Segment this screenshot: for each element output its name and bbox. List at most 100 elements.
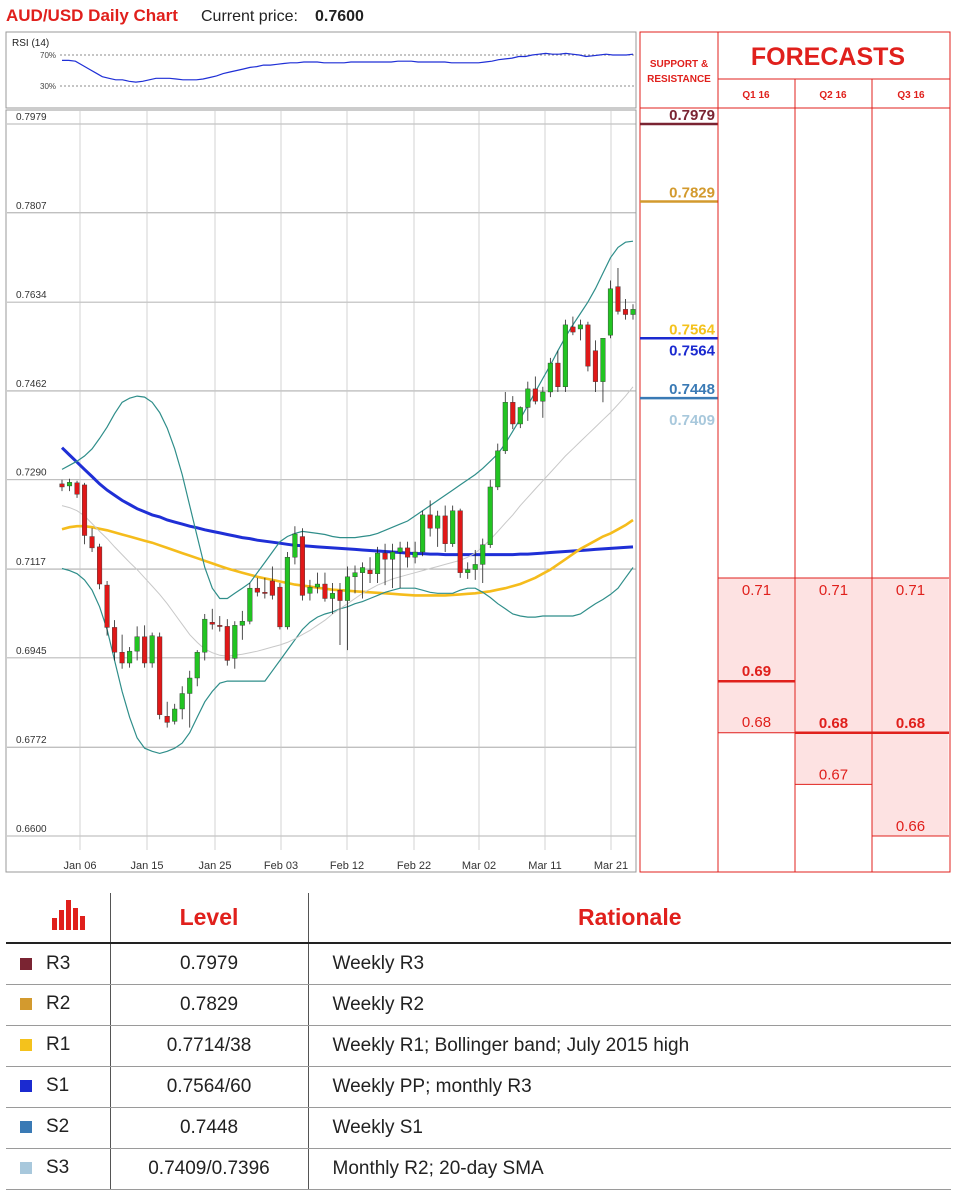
candle bbox=[239, 610, 245, 640]
candle-body bbox=[367, 569, 373, 574]
rsi-label: RSI (14) bbox=[12, 38, 49, 49]
level-name-cell: R2 bbox=[6, 984, 111, 1026]
rsi-panel bbox=[5, 31, 637, 109]
candle bbox=[457, 508, 463, 578]
level-name: R3 bbox=[46, 952, 71, 974]
candle bbox=[517, 406, 523, 429]
x-tick-label: Feb 03 bbox=[264, 860, 298, 872]
level-name-cell: S2 bbox=[6, 1107, 111, 1149]
candle bbox=[59, 479, 65, 492]
forecast-median: 0.68 bbox=[819, 715, 848, 732]
candle bbox=[284, 552, 290, 630]
sr-label: 0.7829 bbox=[669, 184, 715, 201]
x-tick-label: Mar 21 bbox=[594, 860, 628, 872]
table-row: R2 0.7829 Weekly R2 bbox=[6, 984, 951, 1026]
candle-body bbox=[630, 309, 636, 315]
candle-body bbox=[390, 551, 396, 560]
candle bbox=[540, 386, 546, 418]
candle-body bbox=[352, 572, 358, 578]
candle-body bbox=[547, 362, 553, 393]
price-panel bbox=[5, 109, 637, 873]
candle bbox=[547, 357, 553, 398]
candle-body bbox=[239, 621, 245, 626]
candle-body bbox=[322, 583, 328, 599]
table-row: S3 0.7409/0.7396 Monthly R2; 20-day SMA bbox=[6, 1148, 951, 1190]
candle bbox=[149, 632, 155, 668]
candle bbox=[420, 510, 426, 557]
level-value: 0.7829 bbox=[110, 984, 309, 1026]
forecast-value: 0.71 bbox=[742, 582, 771, 599]
y-tick-label: 0.7979 bbox=[16, 112, 47, 123]
y-tick-label: 0.6600 bbox=[16, 824, 47, 835]
candle-body bbox=[570, 326, 576, 333]
forecast-table bbox=[717, 31, 951, 873]
series-sma_long bbox=[60, 446, 634, 557]
price-value: 0.7600 bbox=[315, 8, 364, 25]
candle-body bbox=[97, 546, 103, 585]
price-label: Current price: bbox=[201, 8, 298, 25]
y-axis: 0.7979 0.7807 0.7634 0.7462 0.7290 0.7117 0.69… bbox=[16, 112, 47, 835]
candle bbox=[307, 579, 313, 601]
sr-label: 0.7448 bbox=[669, 381, 715, 398]
candle-body bbox=[450, 510, 456, 544]
candle-body bbox=[254, 587, 260, 593]
levels-table: Level Rationale R3 0.7979 Weekly R3 R2 0.782… bbox=[6, 893, 951, 1190]
candle-body bbox=[405, 547, 411, 558]
candle bbox=[427, 500, 433, 537]
bar-chart-icon bbox=[51, 899, 90, 930]
candle-body bbox=[247, 587, 253, 622]
y-tick-label: 0.6945 bbox=[16, 646, 47, 657]
levels-table-icon-cell bbox=[6, 893, 111, 944]
x-tick-label: Jan 15 bbox=[130, 860, 163, 872]
forecast-range bbox=[872, 578, 949, 836]
level-color-swatch bbox=[20, 1039, 32, 1052]
candle bbox=[435, 510, 441, 547]
candle-body bbox=[157, 636, 163, 715]
series-bollinger bbox=[61, 240, 634, 600]
candle bbox=[367, 557, 373, 584]
candle bbox=[247, 583, 253, 625]
candles bbox=[59, 268, 636, 728]
candle-body bbox=[112, 627, 118, 653]
level-color-swatch bbox=[20, 998, 32, 1011]
candle-body bbox=[292, 533, 298, 558]
forecast-range bbox=[718, 578, 795, 733]
candle bbox=[66, 478, 73, 492]
candle bbox=[375, 546, 381, 584]
candle-body bbox=[412, 551, 418, 558]
candle-body bbox=[442, 515, 448, 544]
candle bbox=[502, 391, 508, 454]
candle-body bbox=[66, 482, 73, 487]
candle bbox=[615, 268, 621, 315]
level-name: S1 bbox=[46, 1075, 70, 1097]
level-name: S2 bbox=[46, 1116, 70, 1138]
forecast-median: 0.68 bbox=[896, 715, 925, 732]
x-axis: Jan 06 Jan 15 Jan 25 Feb 03 Feb 12 Feb 22 Mar … bbox=[63, 860, 628, 872]
level-name: S3 bbox=[46, 1157, 70, 1179]
candle bbox=[142, 625, 148, 668]
candle-body bbox=[525, 388, 531, 408]
rsi-upper-label: 70% bbox=[40, 51, 56, 60]
candle-body bbox=[119, 651, 125, 664]
x-tick-label: Jan 06 bbox=[63, 860, 96, 872]
candle bbox=[209, 608, 215, 630]
level-name-cell: R3 bbox=[6, 943, 111, 985]
candle-body bbox=[577, 324, 583, 330]
grid bbox=[7, 111, 636, 850]
forecast-value: 0.68 bbox=[742, 714, 771, 731]
candle-body bbox=[187, 677, 193, 694]
candle-body bbox=[314, 583, 320, 588]
candle-body bbox=[622, 309, 629, 315]
candle-body bbox=[615, 286, 621, 312]
candle-body bbox=[592, 350, 598, 382]
candle-body bbox=[149, 635, 155, 664]
candle-body bbox=[435, 515, 441, 529]
table-row: R1 0.7714/38 Weekly R1; Bollinger band; Ju… bbox=[6, 1025, 951, 1067]
y-tick-label: 0.7807 bbox=[16, 201, 47, 212]
forecast-col-q2: Q2 16 bbox=[819, 90, 847, 101]
candle-body bbox=[269, 580, 275, 596]
candle-body bbox=[540, 391, 546, 402]
candle-body bbox=[142, 636, 148, 664]
level-rationale: Weekly R2 bbox=[308, 984, 951, 1026]
candle bbox=[269, 566, 275, 600]
